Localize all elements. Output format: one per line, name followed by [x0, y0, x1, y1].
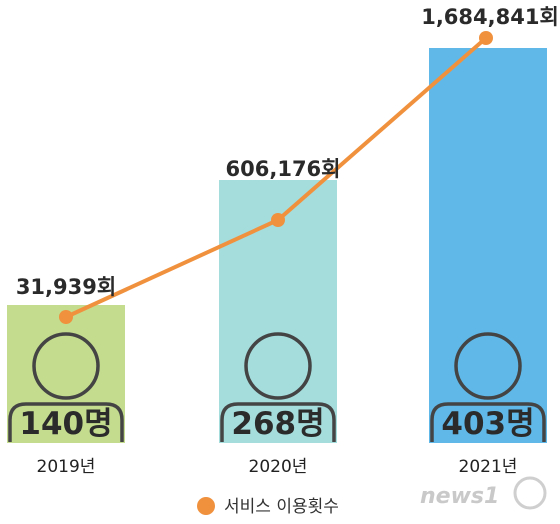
- legend-label: 서비스 이용횟수: [224, 497, 339, 517]
- person-icons-layer: [8, 332, 546, 442]
- legend-marker: [197, 497, 215, 515]
- watermark: news1: [420, 476, 547, 510]
- labels-layer: 140명 2019년 268명 2020년 403명 2021년 31,939회 606,17…: [16, 5, 559, 477]
- person-icon: [220, 332, 336, 442]
- usage-value-label: 1,684,841회: [421, 5, 559, 29]
- watermark-text: news1: [420, 484, 499, 509]
- usage-value-label: 606,176회: [226, 157, 341, 181]
- category-label: 2021년: [459, 457, 518, 477]
- usage-point: [59, 310, 73, 324]
- person-icon: [8, 332, 124, 442]
- bar-3: [429, 48, 547, 443]
- bars-layer: [7, 48, 547, 443]
- category-label: 2019년: [37, 457, 96, 477]
- user-count-label: 140명: [19, 406, 112, 442]
- usage-point: [271, 213, 285, 227]
- user-count-label: 403명: [441, 406, 534, 442]
- user-count-label: 268명: [231, 406, 324, 442]
- usage-point: [479, 31, 493, 45]
- line-layer: [59, 31, 493, 324]
- bar-1: [7, 305, 125, 443]
- watermark-badge-icon: [513, 476, 547, 510]
- category-label: 2020년: [249, 457, 308, 477]
- person-icon: [430, 332, 546, 442]
- legend: 서비스 이용횟수: [197, 497, 339, 517]
- usage-value-label: 31,939회: [16, 275, 116, 299]
